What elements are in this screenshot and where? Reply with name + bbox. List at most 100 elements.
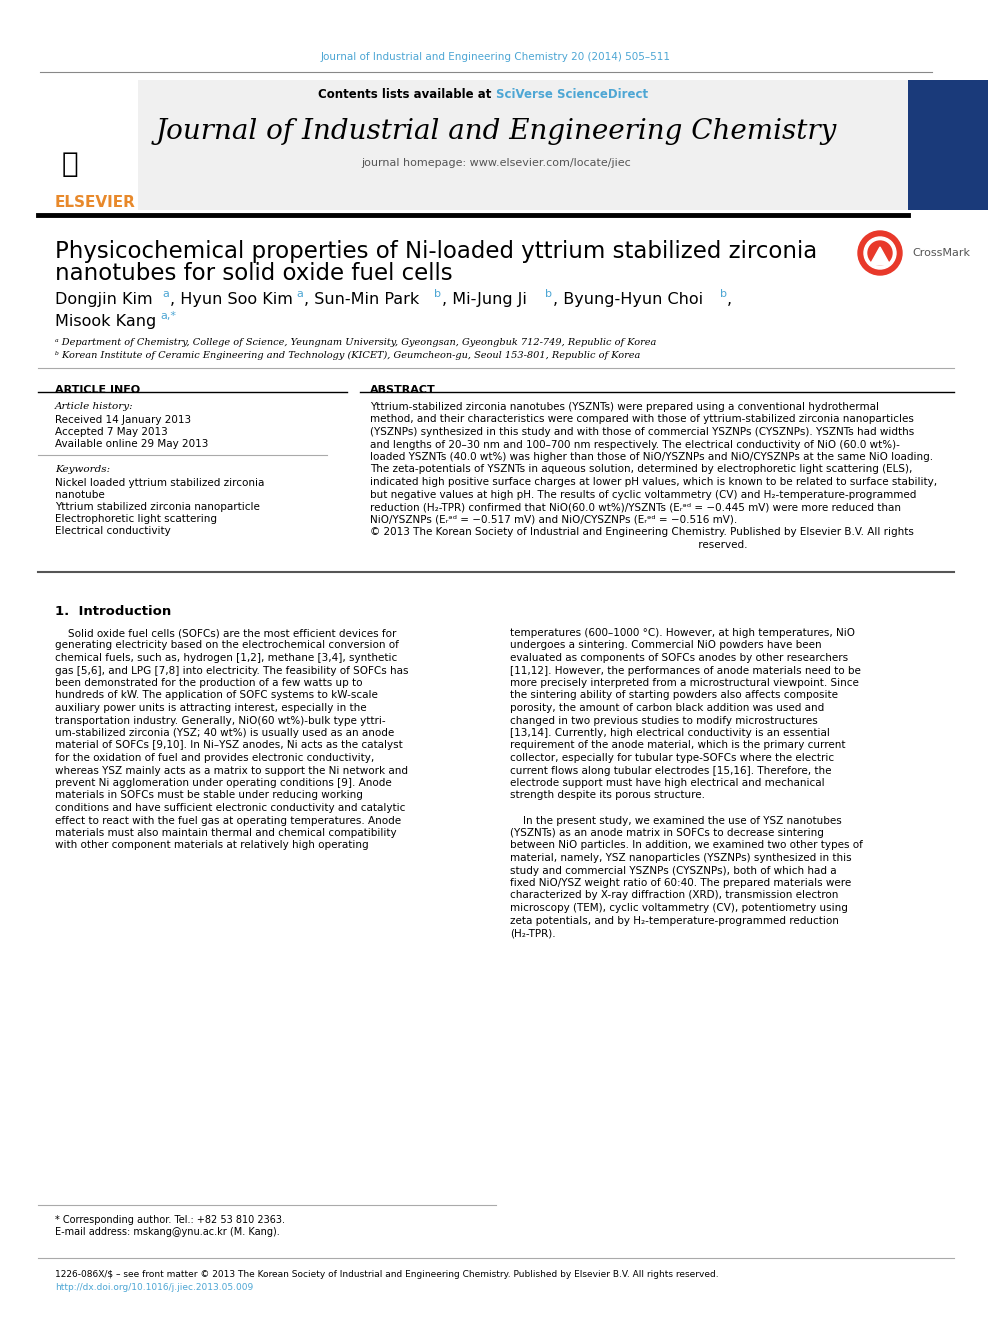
Text: requirement of the anode material, which is the primary current: requirement of the anode material, which… — [510, 741, 845, 750]
Text: Nickel loaded yttrium stabilized zirconia: Nickel loaded yttrium stabilized zirconi… — [55, 478, 265, 488]
Text: reserved.: reserved. — [370, 540, 748, 549]
Text: Journal of Industrial and Engineering Chemistry: Journal of Industrial and Engineering Ch… — [156, 118, 836, 146]
Text: E-mail address: mskang@ynu.ac.kr (M. Kang).: E-mail address: mskang@ynu.ac.kr (M. Kan… — [55, 1226, 280, 1237]
Text: Accepted 7 May 2013: Accepted 7 May 2013 — [55, 427, 168, 437]
Text: Received 14 January 2013: Received 14 January 2013 — [55, 415, 191, 425]
Text: materials must also maintain thermal and chemical compatibility: materials must also maintain thermal and… — [55, 828, 397, 837]
Text: , Hyun Soo Kim: , Hyun Soo Kim — [170, 292, 293, 307]
Text: nanotubes for solid oxide fuel cells: nanotubes for solid oxide fuel cells — [55, 262, 452, 284]
Text: a: a — [162, 288, 169, 299]
Text: loaded YSZNTs (40.0 wt%) was higher than those of NiO/YSZNPs and NiO/CYSZNPs at : loaded YSZNTs (40.0 wt%) was higher than… — [370, 452, 933, 462]
Text: electrode support must have high electrical and mechanical: electrode support must have high electri… — [510, 778, 824, 789]
Text: conditions and have sufficient electronic conductivity and catalytic: conditions and have sufficient electroni… — [55, 803, 406, 814]
Text: 1.  Introduction: 1. Introduction — [55, 605, 172, 618]
Text: ELSEVIER: ELSEVIER — [55, 194, 136, 210]
Text: 🌳: 🌳 — [62, 149, 78, 179]
Text: porosity, the amount of carbon black addition was used and: porosity, the amount of carbon black add… — [510, 703, 824, 713]
Text: material, namely, YSZ nanoparticles (YSZNPs) synthesized in this: material, namely, YSZ nanoparticles (YSZ… — [510, 853, 851, 863]
Text: (H₂-TPR).: (H₂-TPR). — [510, 927, 556, 938]
Text: , Mi-Jung Ji: , Mi-Jung Ji — [442, 292, 527, 307]
Text: Dongjin Kim: Dongjin Kim — [55, 292, 153, 307]
Text: zeta potentials, and by H₂-temperature-programmed reduction: zeta potentials, and by H₂-temperature-p… — [510, 916, 839, 926]
Text: Keywords:: Keywords: — [55, 464, 110, 474]
Text: strength despite its porous structure.: strength despite its porous structure. — [510, 791, 705, 800]
Text: materials in SOFCs must be stable under reducing working: materials in SOFCs must be stable under … — [55, 791, 363, 800]
Text: © 2013 The Korean Society of Industrial and Engineering Chemistry. Published by : © 2013 The Korean Society of Industrial … — [370, 527, 914, 537]
Text: gas [5,6], and LPG [7,8] into electricity. The feasibility of SOFCs has: gas [5,6], and LPG [7,8] into electricit… — [55, 665, 409, 676]
Text: indicated high positive surface charges at lower pH values, which is known to be: indicated high positive surface charges … — [370, 478, 937, 487]
Text: study and commercial YSZNPs (CYSZNPs), both of which had a: study and commercial YSZNPs (CYSZNPs), b… — [510, 865, 836, 876]
Text: (YSZNTs) as an anode matrix in SOFCs to decrease sintering: (YSZNTs) as an anode matrix in SOFCs to … — [510, 828, 824, 837]
Text: whereas YSZ mainly acts as a matrix to support the Ni network and: whereas YSZ mainly acts as a matrix to s… — [55, 766, 408, 775]
Text: generating electricity based on the electrochemical conversion of: generating electricity based on the elec… — [55, 640, 399, 651]
Text: In the present study, we examined the use of YSZ nanotubes: In the present study, we examined the us… — [510, 815, 842, 826]
Text: ABSTRACT: ABSTRACT — [370, 385, 435, 396]
Text: * Corresponding author. Tel.: +82 53 810 2363.: * Corresponding author. Tel.: +82 53 810… — [55, 1215, 285, 1225]
Text: temperatures (600–1000 °C). However, at high temperatures, NiO: temperatures (600–1000 °C). However, at … — [510, 628, 855, 638]
Text: been demonstrated for the production of a few watts up to: been demonstrated for the production of … — [55, 677, 362, 688]
Text: effect to react with the fuel gas at operating temperatures. Anode: effect to react with the fuel gas at ope… — [55, 815, 401, 826]
Text: Physicochemical properties of Ni-loaded yttrium stabilized zirconia: Physicochemical properties of Ni-loaded … — [55, 239, 817, 263]
Text: auxiliary power units is attracting interest, especially in the: auxiliary power units is attracting inte… — [55, 703, 367, 713]
Text: ᵇ Korean Institute of Ceramic Engineering and Technology (KICET), Geumcheon-gu, : ᵇ Korean Institute of Ceramic Engineerin… — [55, 351, 641, 360]
Text: SciVerse ScienceDirect: SciVerse ScienceDirect — [496, 89, 648, 101]
Circle shape — [858, 232, 902, 275]
Text: undergoes a sintering. Commercial NiO powders have been: undergoes a sintering. Commercial NiO po… — [510, 640, 821, 651]
Text: changed in two previous studies to modify microstructures: changed in two previous studies to modif… — [510, 716, 817, 725]
Text: and lengths of 20–30 nm and 100–700 nm respectively. The electrical conductivity: and lengths of 20–30 nm and 100–700 nm r… — [370, 439, 900, 450]
Text: http://dx.doi.org/10.1016/j.jiec.2013.05.009: http://dx.doi.org/10.1016/j.jiec.2013.05… — [55, 1283, 253, 1293]
Text: journal homepage: www.elsevier.com/locate/jiec: journal homepage: www.elsevier.com/locat… — [361, 157, 631, 168]
Text: 1226-086X/$ – see front matter © 2013 The Korean Society of Industrial and Engin: 1226-086X/$ – see front matter © 2013 Th… — [55, 1270, 718, 1279]
Text: hundreds of kW. The application of SOFC systems to kW-scale: hundreds of kW. The application of SOFC … — [55, 691, 378, 700]
Text: a,*: a,* — [160, 311, 176, 321]
Text: Solid oxide fuel cells (SOFCs) are the most efficient devices for: Solid oxide fuel cells (SOFCs) are the m… — [55, 628, 397, 638]
Bar — [38, 79, 138, 210]
Text: collector, especially for tubular type-SOFCs where the electric: collector, especially for tubular type-S… — [510, 753, 834, 763]
Text: reduction (H₂-TPR) confirmed that NiO(60.0 wt%)/YSZNTs (Eᵣᵊᵈ = −0.445 mV) were m: reduction (H₂-TPR) confirmed that NiO(60… — [370, 501, 901, 512]
Text: nanotube: nanotube — [55, 490, 105, 500]
Text: Electrophoretic light scattering: Electrophoretic light scattering — [55, 515, 217, 524]
Text: The zeta-potentials of YSZNTs in aqueous solution, determined by electrophoretic: The zeta-potentials of YSZNTs in aqueous… — [370, 464, 913, 475]
Text: current flows along tubular electrodes [15,16]. Therefore, the: current flows along tubular electrodes [… — [510, 766, 831, 775]
Text: material of SOFCs [9,10]. In Ni–YSZ anodes, Ni acts as the catalyst: material of SOFCs [9,10]. In Ni–YSZ anod… — [55, 741, 403, 750]
Text: fixed NiO/YSZ weight ratio of 60:40. The prepared materials were: fixed NiO/YSZ weight ratio of 60:40. The… — [510, 878, 851, 888]
Text: method, and their characteristics were compared with those of yttrium-stabilized: method, and their characteristics were c… — [370, 414, 914, 425]
Text: ,: , — [727, 292, 732, 307]
Circle shape — [868, 241, 892, 265]
Text: between NiO particles. In addition, we examined two other types of: between NiO particles. In addition, we e… — [510, 840, 863, 851]
Text: [11,12]. However, the performances of anode materials need to be: [11,12]. However, the performances of an… — [510, 665, 861, 676]
Text: but negative values at high pH. The results of cyclic voltammetry (CV) and H₂-te: but negative values at high pH. The resu… — [370, 490, 917, 500]
Text: prevent Ni agglomeration under operating conditions [9]. Anode: prevent Ni agglomeration under operating… — [55, 778, 392, 789]
Text: characterized by X-ray diffraction (XRD), transmission electron: characterized by X-ray diffraction (XRD)… — [510, 890, 838, 901]
Text: microscopy (TEM), cyclic voltammetry (CV), potentiometry using: microscopy (TEM), cyclic voltammetry (CV… — [510, 904, 848, 913]
Text: for the oxidation of fuel and provides electronic conductivity,: for the oxidation of fuel and provides e… — [55, 753, 374, 763]
Text: ARTICLE INFO: ARTICLE INFO — [55, 385, 140, 396]
Text: Yttrium-stabilized zirconia nanotubes (YSZNTs) were prepared using a conventiona: Yttrium-stabilized zirconia nanotubes (Y… — [370, 402, 879, 411]
Text: Article history:: Article history: — [55, 402, 134, 411]
Text: Yttrium stabilized zirconia nanoparticle: Yttrium stabilized zirconia nanoparticle — [55, 501, 260, 512]
Text: evaluated as components of SOFCs anodes by other researchers: evaluated as components of SOFCs anodes … — [510, 654, 848, 663]
Text: Misook Kang: Misook Kang — [55, 314, 157, 329]
Polygon shape — [870, 247, 890, 265]
Text: Contents lists available at: Contents lists available at — [318, 89, 496, 101]
Text: um-stabilized zirconia (YSZ; 40 wt%) is usually used as an anode: um-stabilized zirconia (YSZ; 40 wt%) is … — [55, 728, 394, 738]
Text: , Sun-Min Park: , Sun-Min Park — [304, 292, 420, 307]
Text: b: b — [434, 288, 441, 299]
Bar — [908, 79, 988, 210]
Text: ᵃ Department of Chemistry, College of Science, Yeungnam University, Gyeongsan, G: ᵃ Department of Chemistry, College of Sc… — [55, 337, 657, 347]
Text: , Byung-Hyun Choi: , Byung-Hyun Choi — [553, 292, 703, 307]
Circle shape — [864, 237, 896, 269]
Text: [13,14]. Currently, high electrical conductivity is an essential: [13,14]. Currently, high electrical cond… — [510, 728, 830, 738]
Text: a: a — [296, 288, 303, 299]
Text: b: b — [720, 288, 727, 299]
Text: more precisely interpreted from a microstructural viewpoint. Since: more precisely interpreted from a micros… — [510, 677, 859, 688]
Text: (YSZNPs) synthesized in this study and with those of commercial YSZNPs (CYSZNPs): (YSZNPs) synthesized in this study and w… — [370, 427, 915, 437]
Text: CrossMark: CrossMark — [912, 247, 970, 258]
Text: b: b — [545, 288, 552, 299]
Text: with other component materials at relatively high operating: with other component materials at relati… — [55, 840, 369, 851]
Text: Available online 29 May 2013: Available online 29 May 2013 — [55, 439, 208, 448]
Text: the sintering ability of starting powders also affects composite: the sintering ability of starting powder… — [510, 691, 838, 700]
Text: chemical fuels, such as, hydrogen [1,2], methane [3,4], synthetic: chemical fuels, such as, hydrogen [1,2],… — [55, 654, 397, 663]
Bar — [38, 79, 908, 210]
Text: transportation industry. Generally, NiO(60 wt%)-bulk type yttri-: transportation industry. Generally, NiO(… — [55, 716, 386, 725]
